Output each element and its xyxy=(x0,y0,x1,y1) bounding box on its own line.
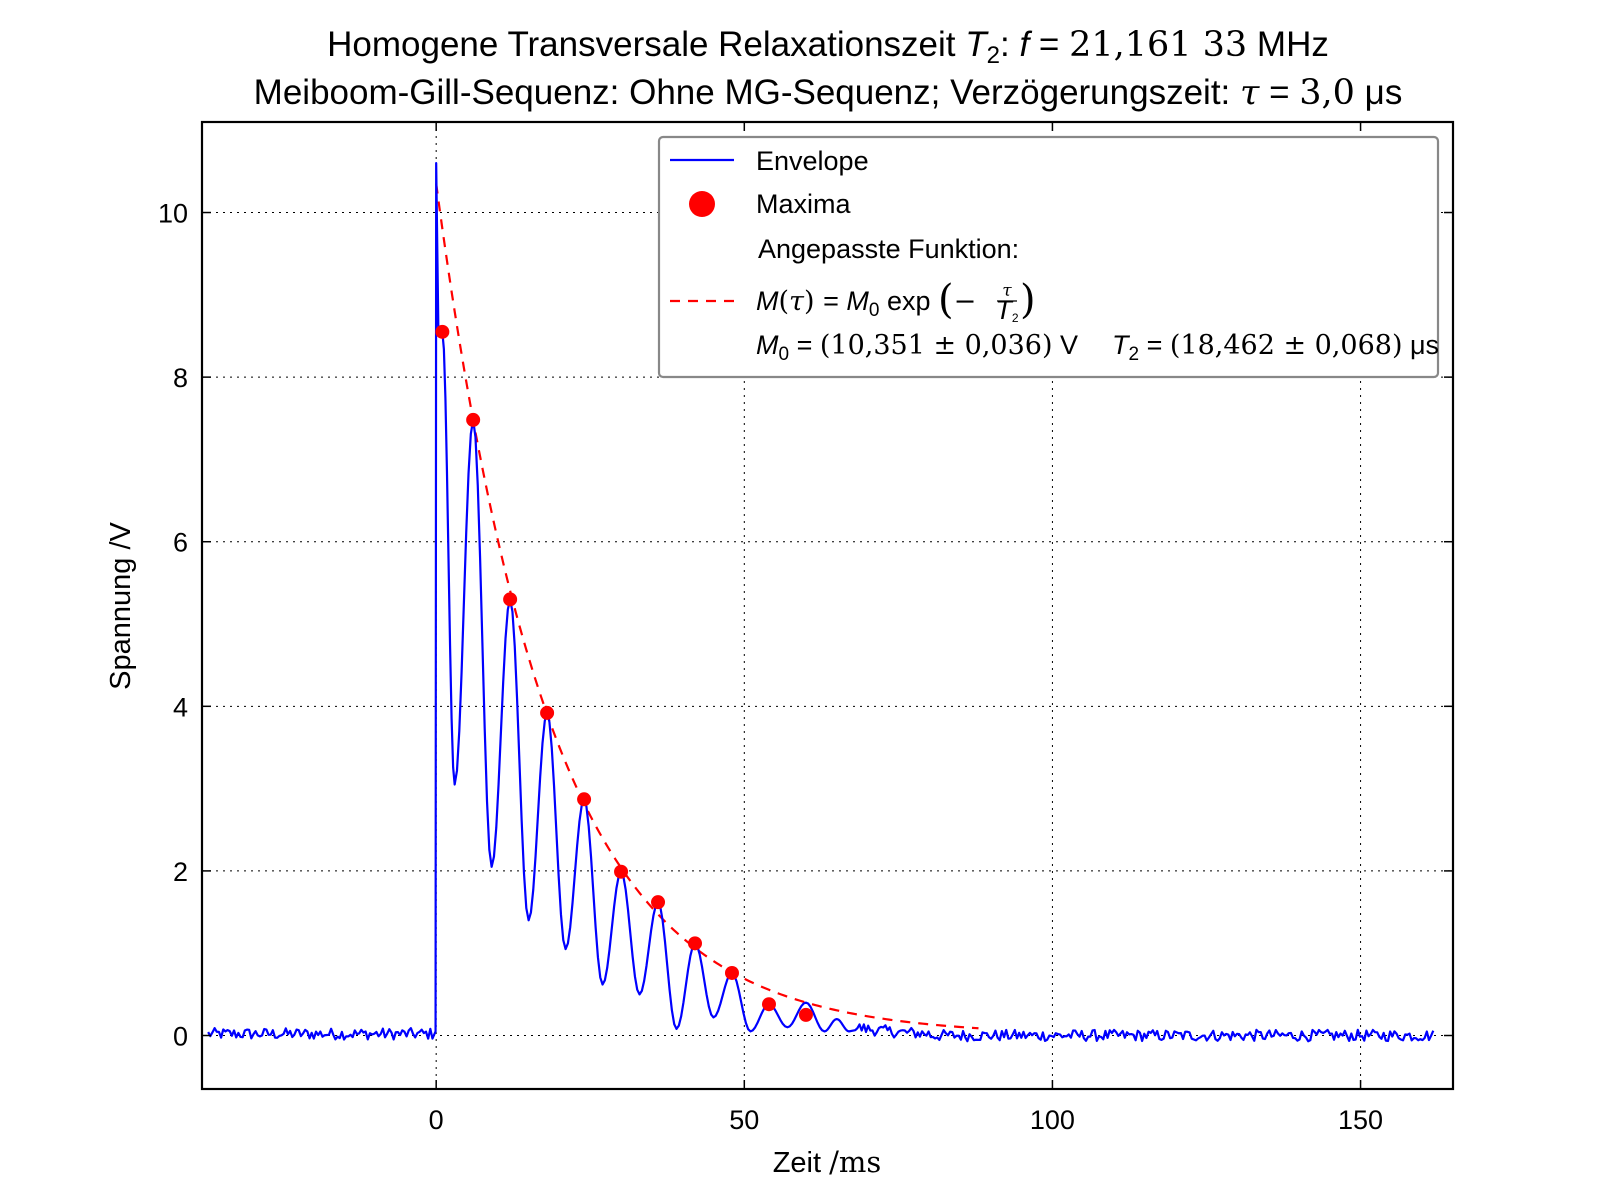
chart-title-line1: Homogene Transversale Relaxationszeit T2… xyxy=(327,25,1329,69)
chart-title-line2: Meiboom-Gill-Sequenz: Ohne MG-Sequenz; V… xyxy=(254,73,1403,113)
maxima-point xyxy=(540,705,555,720)
x-tick-label: 0 xyxy=(429,1105,444,1135)
legend-fit-params: M0 = (10,351 ± 0,036) V T2 = (18,462 ± 0,… xyxy=(756,330,1439,365)
maxima-point xyxy=(435,324,450,339)
y-tick-label: 10 xyxy=(158,199,188,229)
legend: Envelope Maxima Angepasste Funktion: M(τ… xyxy=(657,135,1440,379)
maxima-point xyxy=(466,412,481,427)
legend-fit-fraction-num: τ xyxy=(1002,281,1012,301)
maxima-point xyxy=(798,1007,813,1022)
y-tick-label: 2 xyxy=(173,857,188,887)
maxima-point xyxy=(651,895,666,910)
y-tick-label: 6 xyxy=(173,528,188,558)
legend-envelope-label: Envelope xyxy=(756,146,869,176)
maxima-point xyxy=(724,965,739,980)
maxima-point xyxy=(761,997,776,1012)
legend-fit-close-paren: ) xyxy=(1020,277,1036,323)
fit-curve xyxy=(435,183,979,1030)
x-tick-label: 150 xyxy=(1338,1105,1383,1135)
plot-frame xyxy=(200,120,1455,1091)
maxima-point xyxy=(503,592,518,607)
legend-box xyxy=(657,135,1440,379)
maxima-group xyxy=(435,324,813,1022)
y-tick-label: 4 xyxy=(173,692,188,722)
axis-ticks: 0 50 100 150 0 2 4 6 8 10 xyxy=(158,122,1453,1135)
maxima-point xyxy=(614,864,629,879)
legend-fit-formula: M(τ) = M0 exp (− xyxy=(756,277,976,323)
envelope-line xyxy=(207,162,1435,1043)
fit-curve-group xyxy=(435,183,979,1030)
y-tick-label: 8 xyxy=(173,363,188,393)
maxima-point xyxy=(577,792,592,807)
x-tick-label: 50 xyxy=(729,1105,759,1135)
legend-maxima-swatch xyxy=(689,191,715,217)
legend-fit-fraction-den: T2 xyxy=(995,295,1019,325)
y-axis-label: Spannung /V xyxy=(105,521,137,689)
maxima-point xyxy=(688,936,702,951)
y-tick-label: 0 xyxy=(173,1022,188,1052)
legend-fit-heading: Angepasste Funktion: xyxy=(758,234,1019,264)
x-axis-label: Zeit /ms xyxy=(773,1145,882,1179)
legend-maxima-label: Maxima xyxy=(756,189,851,219)
envelope-group xyxy=(207,162,1435,1043)
x-tick-label: 100 xyxy=(1030,1105,1075,1135)
